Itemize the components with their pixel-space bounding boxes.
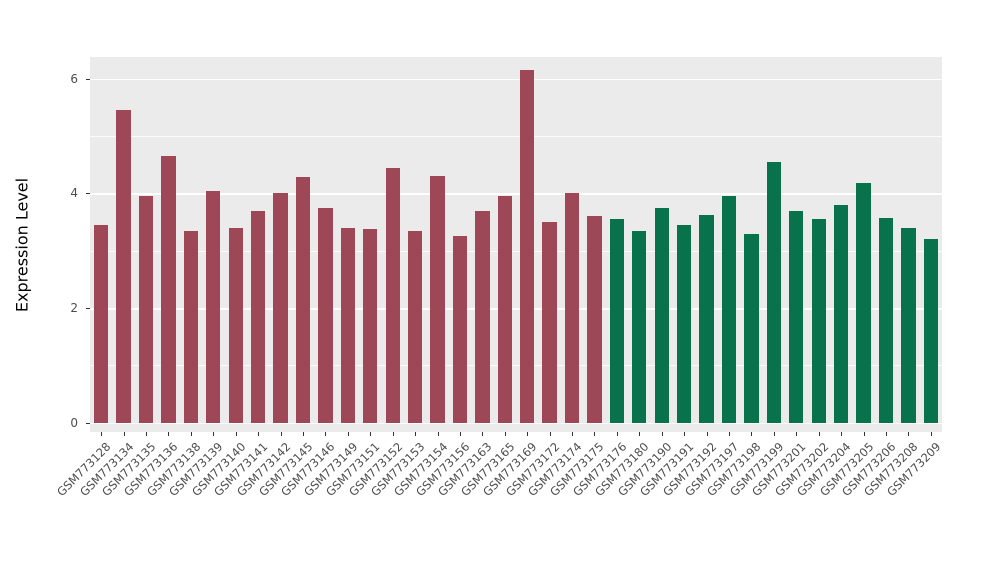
gridline-major: [90, 422, 942, 425]
gridline-minor: [90, 136, 942, 137]
bar: [676, 225, 692, 423]
x-tick-mark: [616, 432, 618, 436]
bar: [430, 176, 445, 423]
bar: [609, 219, 625, 423]
bar: [811, 219, 826, 423]
bar: [206, 190, 221, 423]
x-tick-mark: [459, 432, 461, 436]
gridline-major: [90, 308, 942, 310]
bar: [475, 210, 490, 423]
bar: [744, 233, 759, 423]
bar: [789, 210, 804, 423]
bar: [766, 161, 781, 423]
y-axis: 0 2 4 6: [0, 57, 90, 432]
bar: [385, 167, 400, 423]
x-tick-mark: [235, 432, 237, 436]
x-tick-mark: [258, 432, 260, 436]
x-tick-mark: [101, 432, 103, 436]
bar: [318, 207, 333, 423]
x-tick-mark: [908, 432, 910, 436]
x-tick-mark: [437, 432, 439, 436]
x-tick-mark: [303, 432, 304, 436]
x-tick-mark: [818, 432, 820, 436]
x-tick-mark: [482, 432, 484, 436]
bar: [520, 70, 535, 423]
x-tick-mark: [885, 432, 887, 436]
x-tick-mark: [594, 432, 596, 436]
bar: [161, 156, 176, 423]
x-tick-mark: [392, 432, 394, 436]
bar: [878, 218, 894, 423]
bar: [923, 239, 938, 423]
x-tick-mark: [930, 432, 932, 436]
gridline-minor: [90, 365, 942, 367]
bar: [856, 183, 871, 423]
x-tick-mark: [370, 432, 372, 436]
bar: [654, 207, 669, 423]
bar: [497, 196, 512, 423]
bar: [564, 193, 580, 423]
bar: [542, 222, 557, 423]
gridline-minor: [90, 250, 942, 252]
y-tick-mark: [86, 308, 90, 310]
x-tick-mark: [661, 432, 663, 436]
x-tick-mark: [729, 432, 730, 436]
bar: [452, 236, 468, 423]
bar: [116, 110, 131, 423]
x-tick-mark: [415, 432, 417, 436]
x-tick-mark: [527, 432, 529, 436]
y-tick-label: 4: [70, 186, 78, 201]
gridline-major: [90, 78, 942, 81]
x-tick-mark: [706, 432, 708, 436]
x-tick-mark: [841, 432, 843, 436]
y-tick-mark: [86, 78, 90, 80]
bar: [833, 204, 849, 423]
y-tick-label: 6: [70, 71, 78, 86]
x-tick-mark: [639, 432, 641, 436]
x-tick-mark: [190, 432, 192, 436]
x-axis: GSM773128 GSM773134 GSM773135 GSM773136 GSM7…: [54, 432, 943, 562]
y-tick-label: 2: [70, 301, 78, 316]
bar: [295, 177, 311, 423]
x-tick-mark: [325, 432, 327, 436]
bar: [228, 227, 243, 423]
x-tick-mark: [280, 432, 282, 436]
bar: [901, 227, 916, 423]
plot-panel: [90, 57, 942, 432]
bar: [587, 216, 602, 423]
bar: [721, 196, 737, 423]
bar: [363, 229, 378, 423]
x-tick-mark: [123, 432, 125, 436]
bar: [273, 193, 288, 423]
y-tick-mark: [86, 193, 90, 195]
x-tick-mark: [796, 432, 798, 436]
x-tick-mark: [684, 432, 686, 436]
x-tick-mark: [751, 432, 753, 436]
y-tick-mark: [86, 422, 90, 424]
bar: [632, 230, 647, 423]
x-tick-mark: [572, 432, 574, 436]
x-tick-mark: [347, 432, 349, 436]
x-tick-mark: [549, 432, 551, 436]
bar: [138, 196, 154, 423]
x-tick-mark: [146, 432, 148, 436]
x-tick-mark: [504, 432, 506, 436]
y-tick-label: 0: [70, 415, 78, 430]
bar: [250, 210, 266, 423]
bar: [94, 225, 109, 423]
x-tick-mark: [863, 432, 865, 436]
bar: [407, 230, 423, 423]
bar: [340, 227, 355, 423]
bar: [699, 215, 714, 423]
bar: [183, 230, 199, 423]
x-tick-mark: [773, 432, 775, 436]
x-tick-mark: [213, 432, 215, 436]
gridline-major: [90, 193, 942, 195]
x-tick-mark: [168, 432, 170, 436]
